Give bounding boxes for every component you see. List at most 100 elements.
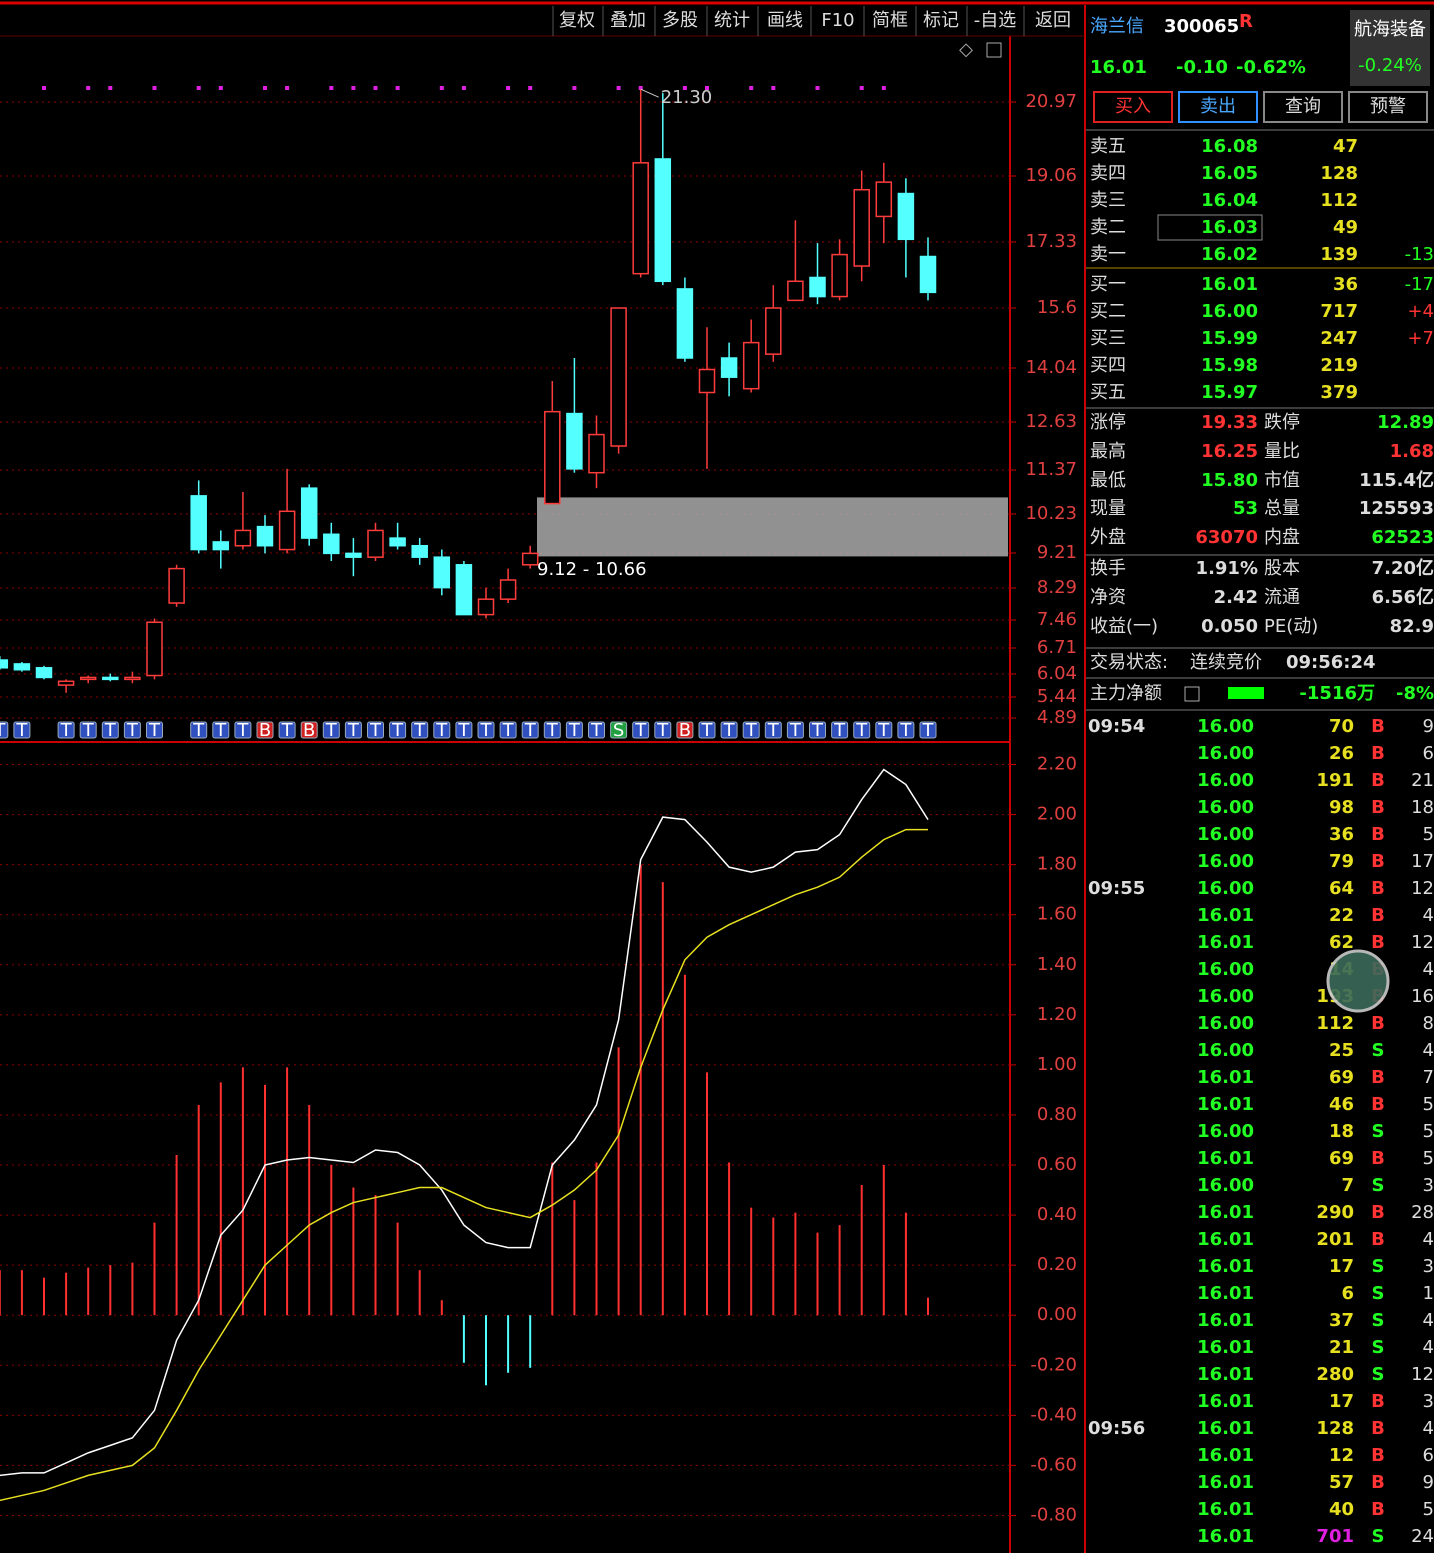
- sector-box: [1350, 10, 1430, 86]
- y-tick-label: 11.37: [1025, 459, 1077, 480]
- signal-dot: [42, 86, 46, 90]
- y-tick-label: 0.00: [1037, 1304, 1077, 1325]
- trade-button[interactable]: [1178, 91, 1258, 123]
- max-pointer: [640, 88, 659, 98]
- tick-side: B: [1371, 797, 1385, 818]
- tick-count: 3: [1423, 1256, 1434, 1277]
- marker-label: T: [0, 720, 6, 741]
- candle-body: [13, 663, 31, 671]
- trade-marker: [809, 721, 826, 739]
- trade-marker: [13, 721, 31, 739]
- menu-item[interactable]: 标记: [923, 10, 959, 31]
- button-label[interactable]: 卖出: [1200, 96, 1236, 117]
- tick-time: 09:55: [1088, 878, 1145, 899]
- candle-body: [389, 537, 406, 547]
- tick-side: B: [1371, 905, 1385, 926]
- tick-price: 16.00: [1197, 743, 1254, 764]
- chart-icon: [986, 42, 1002, 58]
- stat-label: 现量: [1090, 498, 1126, 519]
- tick-price: 16.01: [1197, 1391, 1254, 1412]
- tick-side: S: [1372, 1526, 1385, 1547]
- trade-marker: [411, 721, 429, 739]
- trade-marker: [720, 721, 738, 739]
- tick-volume: 21: [1329, 1337, 1354, 1358]
- tick-side: B: [1371, 1148, 1385, 1169]
- menu-item[interactable]: 简框: [872, 10, 908, 31]
- candle-body: [610, 307, 627, 447]
- tick-volume: 280: [1316, 1364, 1354, 1385]
- candle-body: [897, 192, 915, 241]
- trade-marker: [57, 721, 75, 739]
- trade-marker: [256, 721, 274, 739]
- y-tick-label: 0.40: [1037, 1204, 1077, 1225]
- float-icon[interactable]: [1326, 949, 1390, 1013]
- tick-price: 16.01: [1197, 1499, 1254, 1520]
- menu-item[interactable]: 统计: [714, 10, 750, 31]
- marker-label: T: [82, 720, 95, 741]
- book-price: 16.05: [1201, 163, 1258, 184]
- menu-item[interactable]: 叠加: [610, 10, 646, 31]
- button-label[interactable]: 买入: [1115, 96, 1151, 117]
- tick-side: B: [1371, 878, 1385, 899]
- trade-button[interactable]: [1093, 91, 1173, 123]
- marker-label: T: [899, 720, 912, 741]
- stat-value: 19.33: [1201, 412, 1258, 433]
- book-volume: 247: [1320, 328, 1358, 349]
- y-tick-label: -0.40: [1030, 1404, 1077, 1425]
- candle-body: [787, 280, 804, 302]
- flow-pct: -8%: [1396, 683, 1434, 704]
- tick-volume: 191: [1316, 770, 1354, 791]
- signal-dot: [749, 86, 754, 90]
- menu-item[interactable]: 复权: [559, 10, 595, 31]
- book-volume: 49: [1333, 217, 1358, 238]
- trade-button[interactable]: [1348, 91, 1428, 123]
- signal-dot: [373, 86, 378, 90]
- tick-volume: 37: [1329, 1310, 1354, 1331]
- dea-line: [0, 828, 928, 1502]
- tick-side: B: [1371, 851, 1385, 872]
- stat-label: 换手: [1090, 558, 1126, 579]
- marker-label: T: [634, 720, 647, 741]
- candle-body: [632, 162, 649, 275]
- tick-volume: 17: [1329, 1391, 1354, 1412]
- book-volume: 128: [1320, 163, 1358, 184]
- tick-count: 4: [1423, 905, 1434, 926]
- tick-count: 17: [1411, 851, 1434, 872]
- tick-price: 16.00: [1197, 1040, 1254, 1061]
- y-tick-label: 5.44: [1037, 686, 1077, 707]
- trade-marker: [742, 721, 760, 739]
- marker-label: B: [303, 720, 315, 741]
- marker-label: T: [148, 720, 161, 741]
- trade-marker: [367, 721, 384, 739]
- book-price: 15.97: [1201, 382, 1258, 403]
- tick-price: 16.01: [1197, 1283, 1254, 1304]
- button-label[interactable]: 预警: [1370, 96, 1406, 117]
- tick-volume: 40: [1329, 1499, 1354, 1520]
- menu-item[interactable]: 返回: [1035, 10, 1071, 31]
- zone-label: 9.12 - 10.66: [537, 559, 647, 580]
- trade-marker: [344, 721, 362, 739]
- menu-item[interactable]: 多股: [662, 10, 698, 31]
- y-tick-label: 1.80: [1037, 854, 1077, 875]
- tick-count: 4: [1423, 1040, 1434, 1061]
- menu-item[interactable]: F10: [821, 10, 854, 31]
- stat-value: 82.9: [1390, 616, 1434, 637]
- signal-dot: [815, 86, 820, 90]
- tick-price: 16.00: [1197, 878, 1254, 899]
- y-tick-label: 19.06: [1025, 165, 1077, 186]
- button-label[interactable]: 查询: [1285, 96, 1321, 117]
- tick-count: 8: [1423, 1013, 1434, 1034]
- tick-side: S: [1372, 1310, 1385, 1331]
- stat-value: 125593: [1359, 498, 1434, 519]
- status-label: 交易状态:: [1090, 652, 1168, 673]
- book-label: 卖二: [1090, 217, 1126, 238]
- tick-side: S: [1372, 1337, 1385, 1358]
- trade-button[interactable]: [1263, 91, 1343, 123]
- menu-item[interactable]: 画线: [767, 10, 803, 31]
- tick-price: 16.01: [1197, 1256, 1254, 1277]
- menu-item[interactable]: -自选: [974, 10, 1017, 31]
- tick-price: 16.01: [1197, 932, 1254, 953]
- y-tick-label: 1.40: [1037, 954, 1077, 975]
- candle-body: [57, 680, 75, 686]
- marker-label: T: [104, 720, 117, 741]
